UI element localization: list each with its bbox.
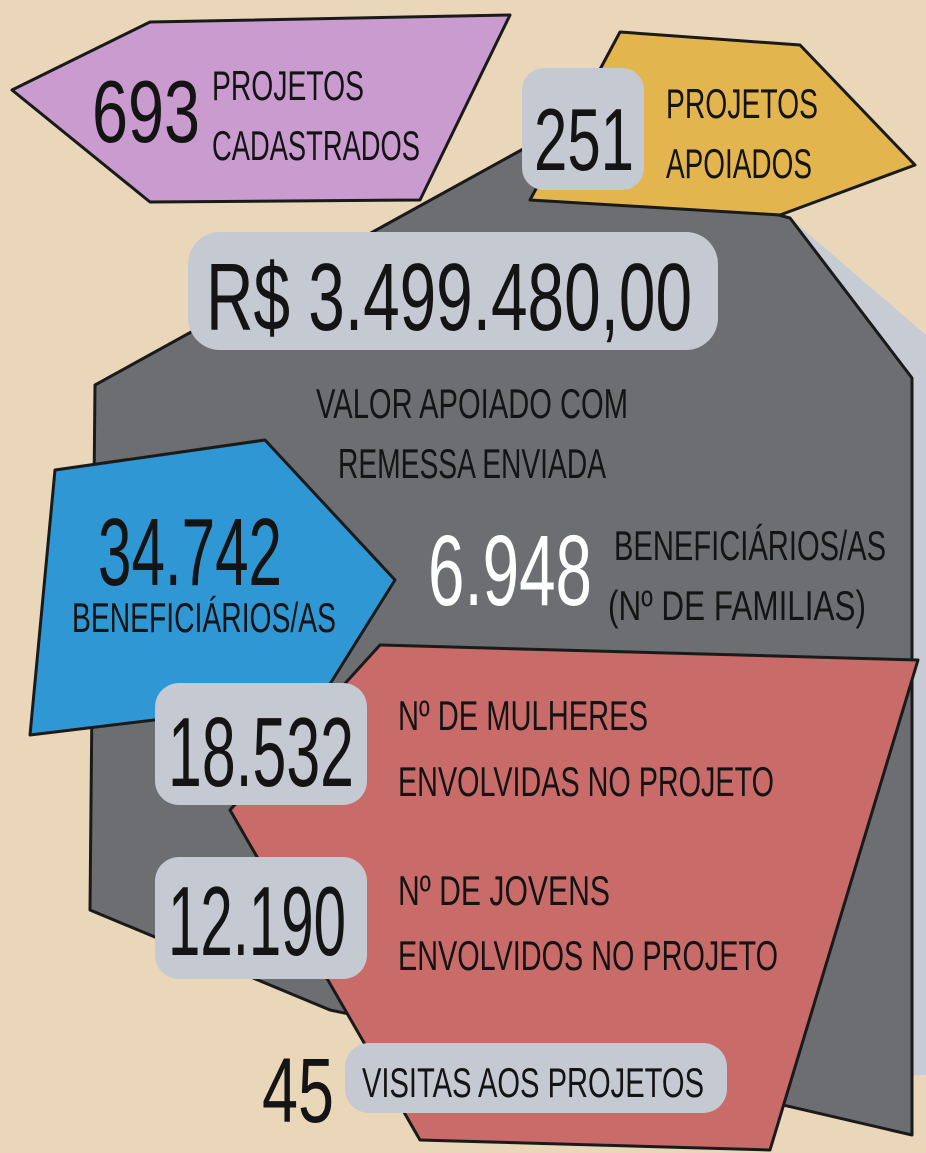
label-box [345, 1043, 727, 1113]
label: ENVOLVIDAS NO PROJETO [398, 758, 774, 805]
big-number: 18.532 [168, 697, 354, 807]
big-number: 45 [262, 1040, 334, 1142]
big-number: 6.948 [428, 515, 592, 627]
label: PROJETOS [666, 80, 818, 127]
number-box [155, 683, 367, 805]
number-box [155, 857, 367, 979]
label: BENEFICIÁRIOS/AS [72, 594, 336, 641]
number-box [522, 68, 644, 190]
amount: R$ 3.499.480,00 [206, 244, 692, 351]
label: Nº DE JOVENS [398, 867, 610, 914]
label: ENVOLVIDOS NO PROJETO [398, 932, 778, 979]
big-number: 693 [92, 62, 200, 161]
big-number: 251 [534, 90, 634, 189]
label: Nº DE MULHERES [398, 692, 648, 739]
label: VALOR APOIADO COM [316, 380, 628, 427]
label: BENEFICIÁRIOS/AS [614, 522, 886, 569]
big-number: 12.190 [168, 866, 346, 976]
label: PROJETOS [212, 62, 364, 109]
label: (Nº DE FAMILIAS) [608, 582, 866, 629]
label: VISITAS AOS PROJETOS [362, 1059, 704, 1106]
label: REMESSA ENVIADA [338, 440, 606, 487]
label: APOIADOS [666, 140, 812, 187]
blue-arrow [28, 438, 397, 737]
amount-box [188, 232, 718, 350]
big-number: 34.742 [98, 499, 282, 606]
purple-arrow [10, 13, 512, 204]
label: CADASTRADOS [212, 122, 420, 169]
